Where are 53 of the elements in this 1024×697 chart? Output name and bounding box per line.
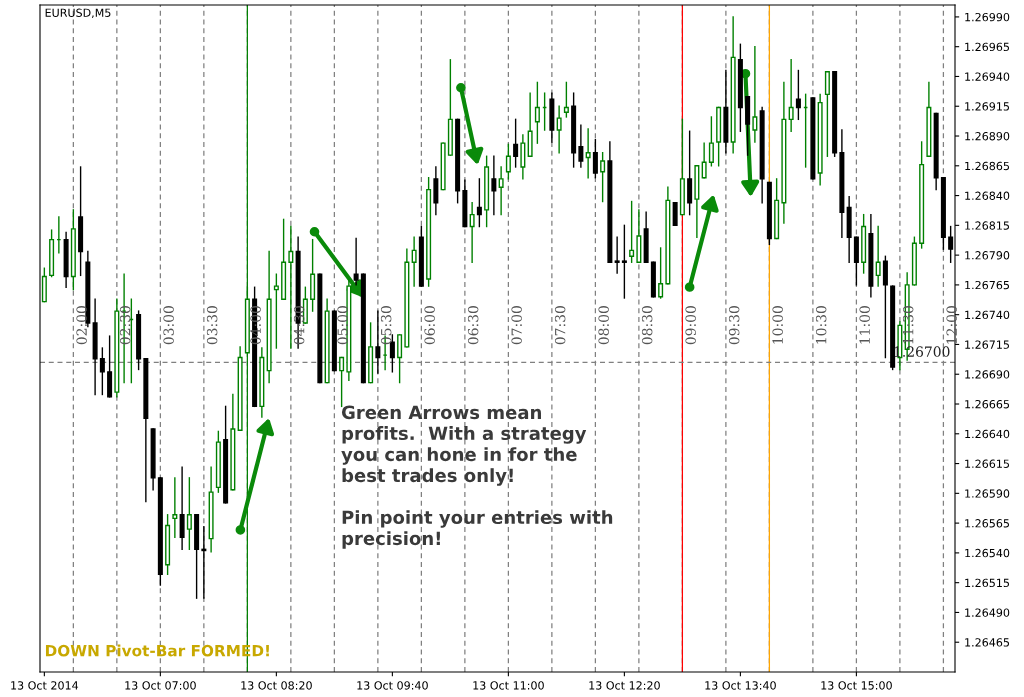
ref-line-label: 02:30 xyxy=(119,306,131,345)
y-tick-label: 1.26490 xyxy=(965,608,1010,617)
y-tick-label: 1.26765 xyxy=(965,280,1009,290)
y-tick-label: 1.26715 xyxy=(965,340,1009,349)
y-tick-label: 1.26515 xyxy=(965,578,1009,588)
ref-line-label: 12:00 xyxy=(946,306,957,344)
y-tick-label: 1.26890 xyxy=(965,131,1010,141)
x-tick-label: 13 Oct 13:40 xyxy=(705,681,776,690)
x-tick-label: 13 Oct 08:20 xyxy=(241,681,312,690)
y-tick-label: 1.26815 xyxy=(965,221,1009,230)
ref-line-label: 04:30 xyxy=(293,306,305,345)
ref-line-label: 08:00 xyxy=(598,306,609,345)
x-tick-label: 13 Oct 09:40 xyxy=(357,681,428,690)
y-tick-label: 1.26590 xyxy=(965,489,1010,498)
ref-line-label: 11:00 xyxy=(859,306,870,344)
y-tick-label: 1.26740 xyxy=(965,310,1010,320)
chart-title: EURUSD,M5 xyxy=(45,8,111,19)
ref-line-label: 06:30 xyxy=(467,306,479,345)
x-tick-label: 13 Oct 11:00 xyxy=(473,681,544,690)
y-tick-label: 1.26565 xyxy=(965,519,1009,528)
ref-line-label: 05:30 xyxy=(380,306,392,345)
x-tick-label: 13 Oct 15:00 xyxy=(821,681,892,690)
ref-line-label: 10:30 xyxy=(815,306,827,344)
y-tick-label: 1.26615 xyxy=(965,459,1009,468)
x-tick-label: 13 Oct 07:00 xyxy=(125,681,196,690)
y-tick-label: 1.26915 xyxy=(965,102,1009,111)
ref-line-label: 09:30 xyxy=(728,306,740,345)
y-tick-label: 1.26690 xyxy=(965,370,1010,379)
ref-line-label: 03:30 xyxy=(206,306,218,345)
ref-line-label: 07:30 xyxy=(554,306,566,345)
ref-line-label: 05:00 xyxy=(337,306,348,345)
ref-line-label: 10:00 xyxy=(772,306,783,344)
y-tick-label: 1.26965 xyxy=(965,42,1009,52)
y-tick-label: 1.26640 xyxy=(965,429,1010,439)
y-tick-label: 1.26790 xyxy=(965,251,1010,260)
ref-line-label: 03:00 xyxy=(163,306,174,345)
ref-line-label: 06:00 xyxy=(424,306,435,345)
y-tick-label: 1.26665 xyxy=(965,399,1009,409)
ref-line-label: 11:30 xyxy=(902,306,914,344)
y-tick-label: 1.26465 xyxy=(965,638,1009,647)
y-tick-label: 1.26840 xyxy=(965,191,1010,200)
y-tick-label: 1.26990 xyxy=(965,12,1010,22)
text: Green Arrows mean profits. With a strategy you can hone in for the best trades only! Pin point your entries with precision! xyxy=(341,405,613,549)
ref-line-label: 07:00 xyxy=(511,306,522,345)
ref-line-label: 09:00 xyxy=(685,306,696,345)
x-tick-label: 13 Oct 12:20 xyxy=(589,681,660,690)
y-tick-label: 1.26865 xyxy=(965,161,1009,171)
ref-line-label: 02:00 xyxy=(76,306,87,345)
x-tick-label: 13 Oct 2014 xyxy=(11,681,79,690)
y-tick-label: 1.26540 xyxy=(965,548,1010,558)
ref-line-label: 04:00 xyxy=(250,306,261,345)
y-tick-label: 1.26940 xyxy=(965,72,1010,81)
ref-line-label: 08:30 xyxy=(641,306,653,345)
